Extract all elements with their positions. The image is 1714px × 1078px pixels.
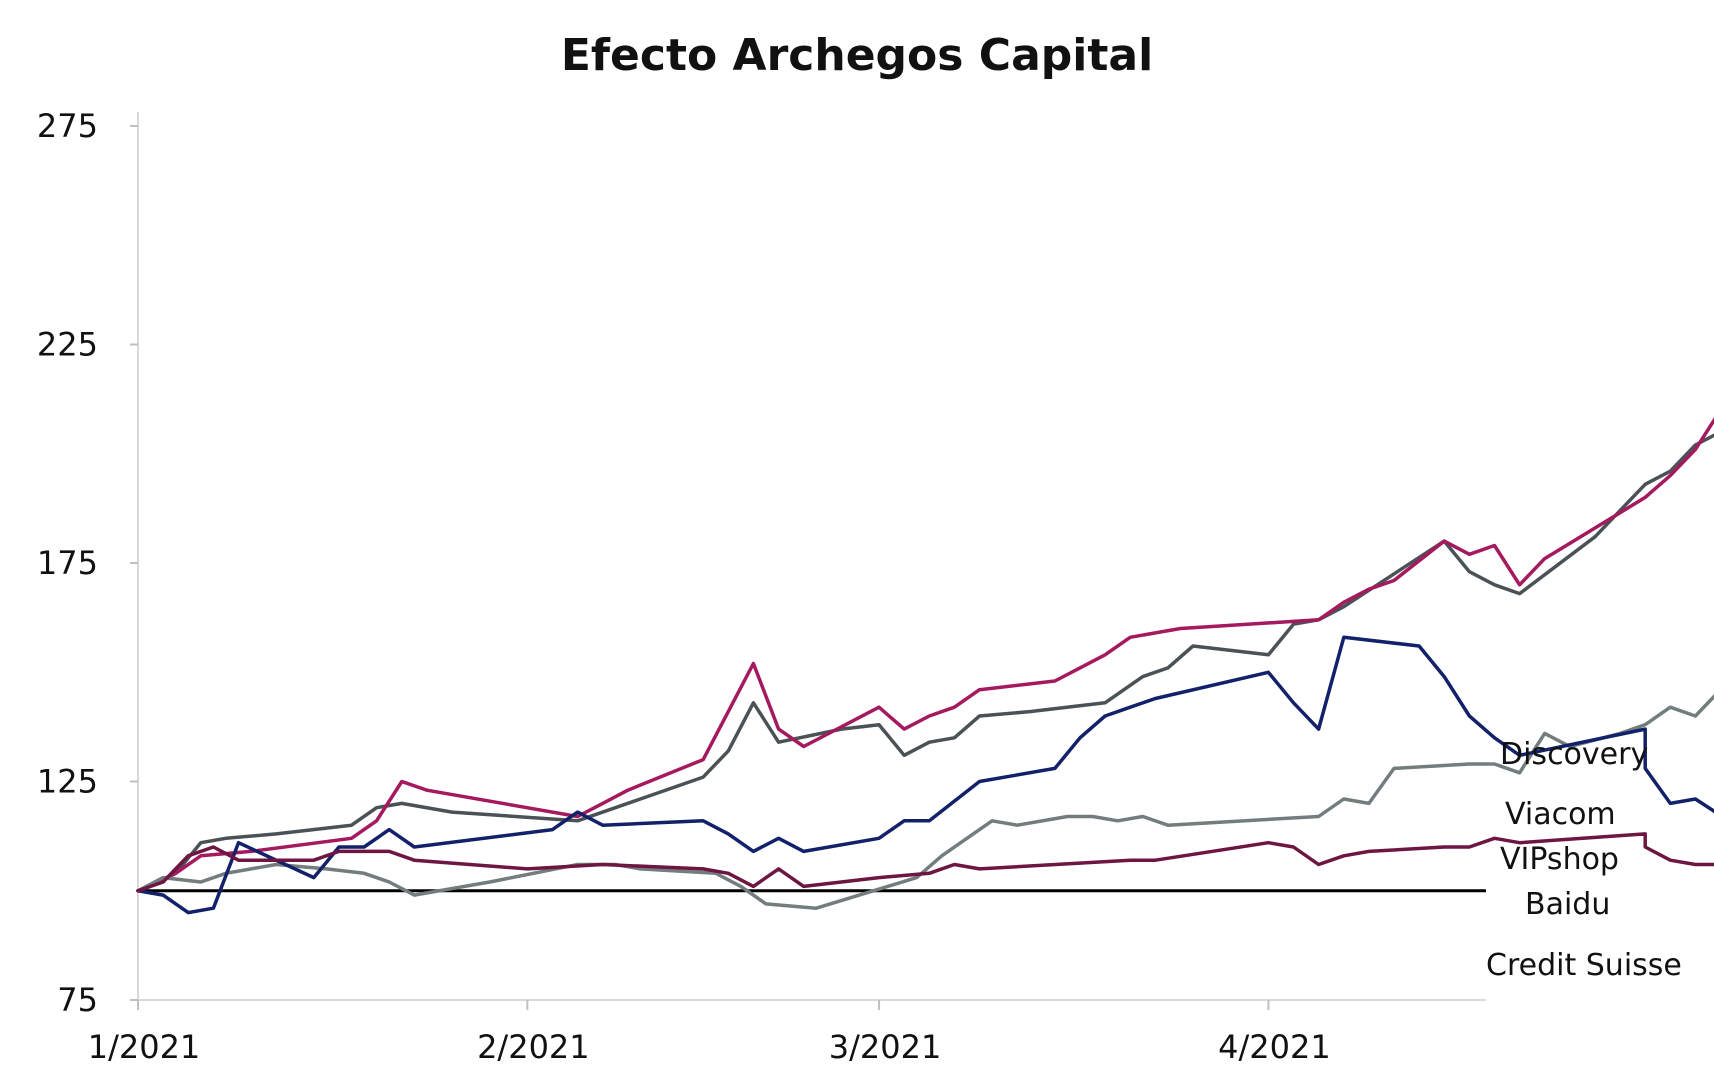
x-tick-label-2: 3/2021 [829, 1028, 942, 1066]
y-tick-label-275: 275 [37, 107, 98, 145]
chart-title: Efecto Archegos Capital [561, 30, 1153, 81]
series-group [136, 417, 1714, 915]
series-label-baidu: Baidu [1525, 887, 1610, 922]
x-tick-label-3: 4/2021 [1218, 1028, 1331, 1066]
x-tick-label-0: 1/2021 [88, 1028, 201, 1066]
series-label-credit-suisse: Credit Suisse [1486, 948, 1682, 983]
series-line-viacom [136, 417, 1714, 893]
y-tick-label-125: 125 [37, 763, 98, 801]
series-labels-group: Discovery Viacom VIPshop Baidu Credit Suisse [1486, 737, 1682, 983]
y-tick-label-225: 225 [37, 326, 98, 364]
series-label-viacom: Viacom [1505, 797, 1616, 832]
series-line-credit-suisse [136, 832, 1714, 893]
series-line-discovery [136, 433, 1714, 893]
x-tick-label-1: 2/2021 [477, 1028, 590, 1066]
series-label-discovery: Discovery [1500, 737, 1648, 772]
series-line-baidu [136, 635, 1714, 915]
series-line-vipshop [136, 694, 1714, 910]
y-tick-label-175: 175 [37, 544, 98, 582]
series-label-vipshop: VIPshop [1500, 842, 1619, 877]
y-tick-label-75: 75 [57, 981, 98, 1019]
axes: 75 125 175 225 275 1/2021 2/2021 3/2021 4/2021 [37, 107, 1486, 1066]
